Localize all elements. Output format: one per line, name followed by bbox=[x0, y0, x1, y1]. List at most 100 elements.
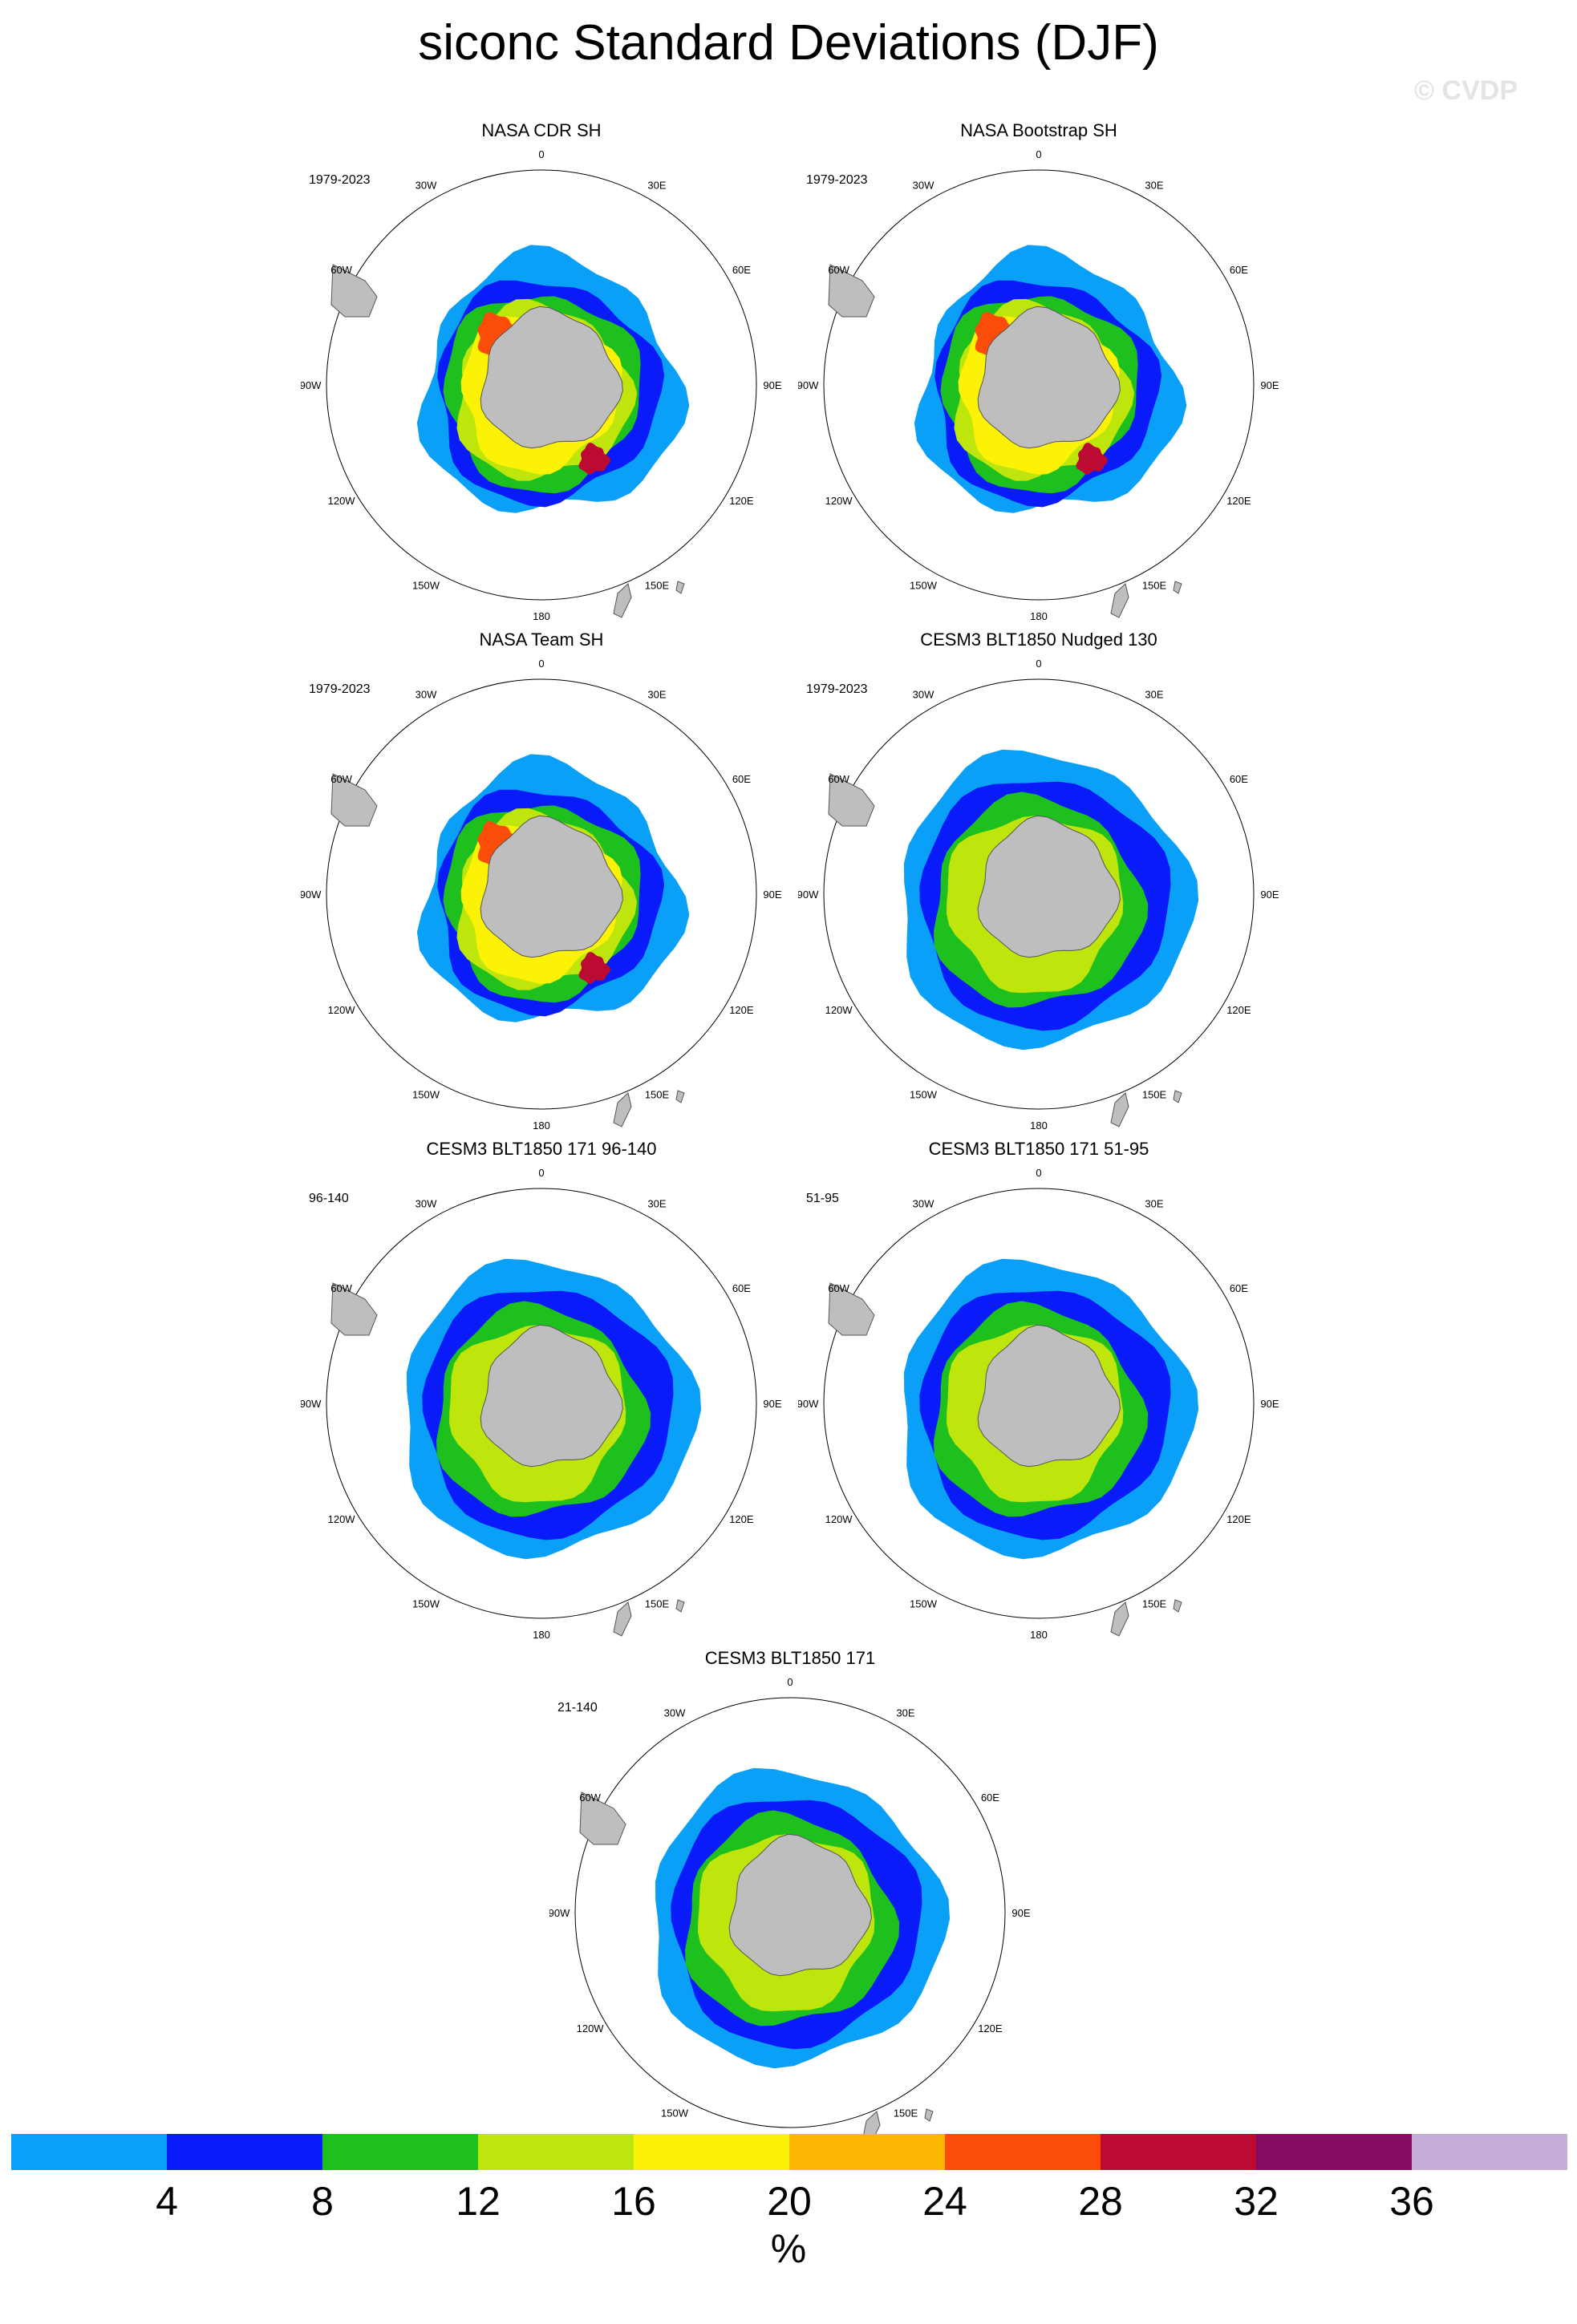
figure-title: siconc Standard Deviations (DJF) bbox=[418, 15, 1159, 71]
colorbar-segment bbox=[945, 2134, 1101, 2170]
longitude-label: 180 bbox=[1030, 610, 1048, 622]
panel-period: 1979-2023 bbox=[806, 682, 868, 696]
longitude-label: 90W bbox=[301, 1398, 322, 1410]
longitude-label: 60E bbox=[1230, 773, 1248, 785]
polar-map: 0 30E 60E 90E 120E 150E 180 150W 120W 90W 60W 30W bbox=[301, 1167, 782, 1641]
south-america-landmass bbox=[330, 1282, 378, 1336]
colorbar-label: 28 bbox=[1078, 2179, 1123, 2224]
longitude-label: 60E bbox=[981, 1792, 999, 1804]
longitude-label: 150E bbox=[894, 2107, 918, 2119]
colorbar-label: 20 bbox=[767, 2179, 812, 2224]
longitude-label: 30W bbox=[913, 180, 934, 192]
tasmania-landmass bbox=[1173, 1599, 1182, 1613]
longitude-label: 90E bbox=[763, 379, 781, 391]
longitude-label: 60W bbox=[330, 1282, 352, 1294]
panel-title: NASA Bootstrap SH bbox=[960, 120, 1117, 140]
map-panel: CESM3 BLT1850 Nudged 130 1979-2023 0 30E 60E… bbox=[798, 630, 1279, 1143]
tasmania-landmass bbox=[1173, 1090, 1182, 1103]
colorbar-segment bbox=[167, 2134, 322, 2170]
longitude-label: 150E bbox=[1142, 579, 1167, 591]
longitude-label: 150W bbox=[910, 1088, 938, 1100]
polar-map: 0 30E 60E 90E 120E 150E 180 150W 120W 90W 60W 30W bbox=[798, 658, 1279, 1132]
longitude-label: 60W bbox=[828, 773, 849, 785]
longitude-label: 30E bbox=[1145, 180, 1163, 192]
longitude-label: 60W bbox=[828, 264, 849, 276]
south-america-landmass bbox=[828, 264, 875, 318]
longitude-label: 150W bbox=[661, 2107, 689, 2119]
antarctica-landmass bbox=[977, 306, 1121, 449]
colorbar-label: 12 bbox=[456, 2179, 501, 2224]
longitude-label: 90W bbox=[549, 1907, 570, 1919]
colorbar-segment bbox=[478, 2134, 634, 2170]
longitude-label: 30E bbox=[647, 689, 666, 701]
panel-period: 51-95 bbox=[806, 1192, 839, 1205]
longitude-label: 150E bbox=[645, 1088, 670, 1100]
map-panel: CESM3 BLT1850 171 96-140 96-140 0 30E 60E 90E… bbox=[301, 1139, 782, 1652]
longitude-label: 90W bbox=[301, 889, 322, 901]
new-zealand-landmass bbox=[613, 1601, 632, 1637]
longitude-label: 120E bbox=[1226, 1004, 1251, 1016]
longitude-label: 30E bbox=[647, 1198, 666, 1210]
longitude-label: 120E bbox=[729, 1513, 754, 1525]
colorbar bbox=[11, 2134, 1567, 2170]
ice-variability-spot-32 bbox=[578, 443, 610, 475]
new-zealand-landmass bbox=[1110, 1601, 1129, 1637]
tasmania-landmass bbox=[675, 1090, 685, 1103]
panel-title: NASA CDR SH bbox=[481, 120, 602, 140]
longitude-label: 120E bbox=[1226, 495, 1251, 507]
panel-title: CESM3 BLT1850 Nudged 130 bbox=[920, 630, 1157, 650]
longitude-label: 90E bbox=[763, 1398, 781, 1410]
longitude-label: 120W bbox=[328, 495, 356, 507]
longitude-label: 150W bbox=[412, 1088, 440, 1100]
polar-map: 0 30E 60E 90E 120E 150E 180 150W 120W 90W 60W 30W bbox=[301, 148, 782, 622]
panel-title: NASA Team SH bbox=[479, 630, 604, 650]
longitude-label: 150W bbox=[910, 1597, 938, 1609]
colorbar-label: 36 bbox=[1389, 2179, 1434, 2224]
longitude-label: 150W bbox=[412, 1597, 440, 1609]
longitude-label: 0 bbox=[538, 658, 544, 670]
longitude-label: 30W bbox=[416, 1198, 437, 1210]
longitude-label: 150E bbox=[1142, 1597, 1167, 1609]
longitude-label: 180 bbox=[1030, 1629, 1048, 1641]
panel-period: 96-140 bbox=[309, 1192, 349, 1205]
longitude-label: 90W bbox=[798, 889, 819, 901]
panel-title: CESM3 BLT1850 171 bbox=[704, 1648, 876, 1668]
longitude-label: 90E bbox=[1260, 379, 1279, 391]
new-zealand-landmass bbox=[1110, 1092, 1129, 1128]
longitude-label: 60W bbox=[579, 1792, 601, 1804]
south-america-landmass bbox=[330, 773, 378, 827]
colorbar-label: 24 bbox=[922, 2179, 967, 2224]
longitude-label: 60W bbox=[330, 264, 352, 276]
antarctica-landmass bbox=[977, 1324, 1121, 1468]
polar-map: 0 30E 60E 90E 120E 150E 180 150W 120W 90W 60W 30W bbox=[798, 148, 1279, 622]
longitude-label: 150W bbox=[412, 579, 440, 591]
colorbar-segment bbox=[322, 2134, 478, 2170]
tasmania-landmass bbox=[675, 581, 685, 594]
map-panel: NASA CDR SH 1979-2023 0 30E 60E 90E 120E 150E 18… bbox=[301, 120, 782, 634]
longitude-label: 30W bbox=[416, 689, 437, 701]
longitude-label: 30W bbox=[664, 1707, 686, 1719]
longitude-label: 120W bbox=[328, 1513, 356, 1525]
tasmania-landmass bbox=[1173, 581, 1182, 594]
new-zealand-landmass bbox=[613, 583, 632, 618]
longitude-label: 90W bbox=[798, 379, 819, 391]
antarctica-landmass bbox=[480, 1324, 623, 1468]
longitude-label: 0 bbox=[1036, 148, 1041, 160]
panel-title: CESM3 BLT1850 171 51-95 bbox=[928, 1139, 1149, 1159]
longitude-label: 60E bbox=[1230, 1282, 1248, 1294]
longitude-label: 120E bbox=[978, 2022, 1003, 2035]
longitude-label: 180 bbox=[1030, 1119, 1048, 1132]
longitude-label: 30E bbox=[647, 180, 666, 192]
antarctica-landmass bbox=[977, 815, 1121, 958]
panel-period: 1979-2023 bbox=[309, 173, 371, 187]
longitude-label: 150E bbox=[1142, 1088, 1167, 1100]
colorbar-units: % bbox=[770, 2226, 807, 2271]
south-america-landmass bbox=[330, 264, 378, 318]
colorbar-label: 8 bbox=[311, 2179, 334, 2224]
longitude-label: 60E bbox=[732, 1282, 751, 1294]
longitude-label: 120W bbox=[825, 495, 853, 507]
watermark: © CVDP bbox=[1414, 75, 1518, 106]
longitude-label: 30W bbox=[913, 689, 934, 701]
longitude-label: 60E bbox=[732, 264, 751, 276]
longitude-label: 120W bbox=[825, 1513, 853, 1525]
